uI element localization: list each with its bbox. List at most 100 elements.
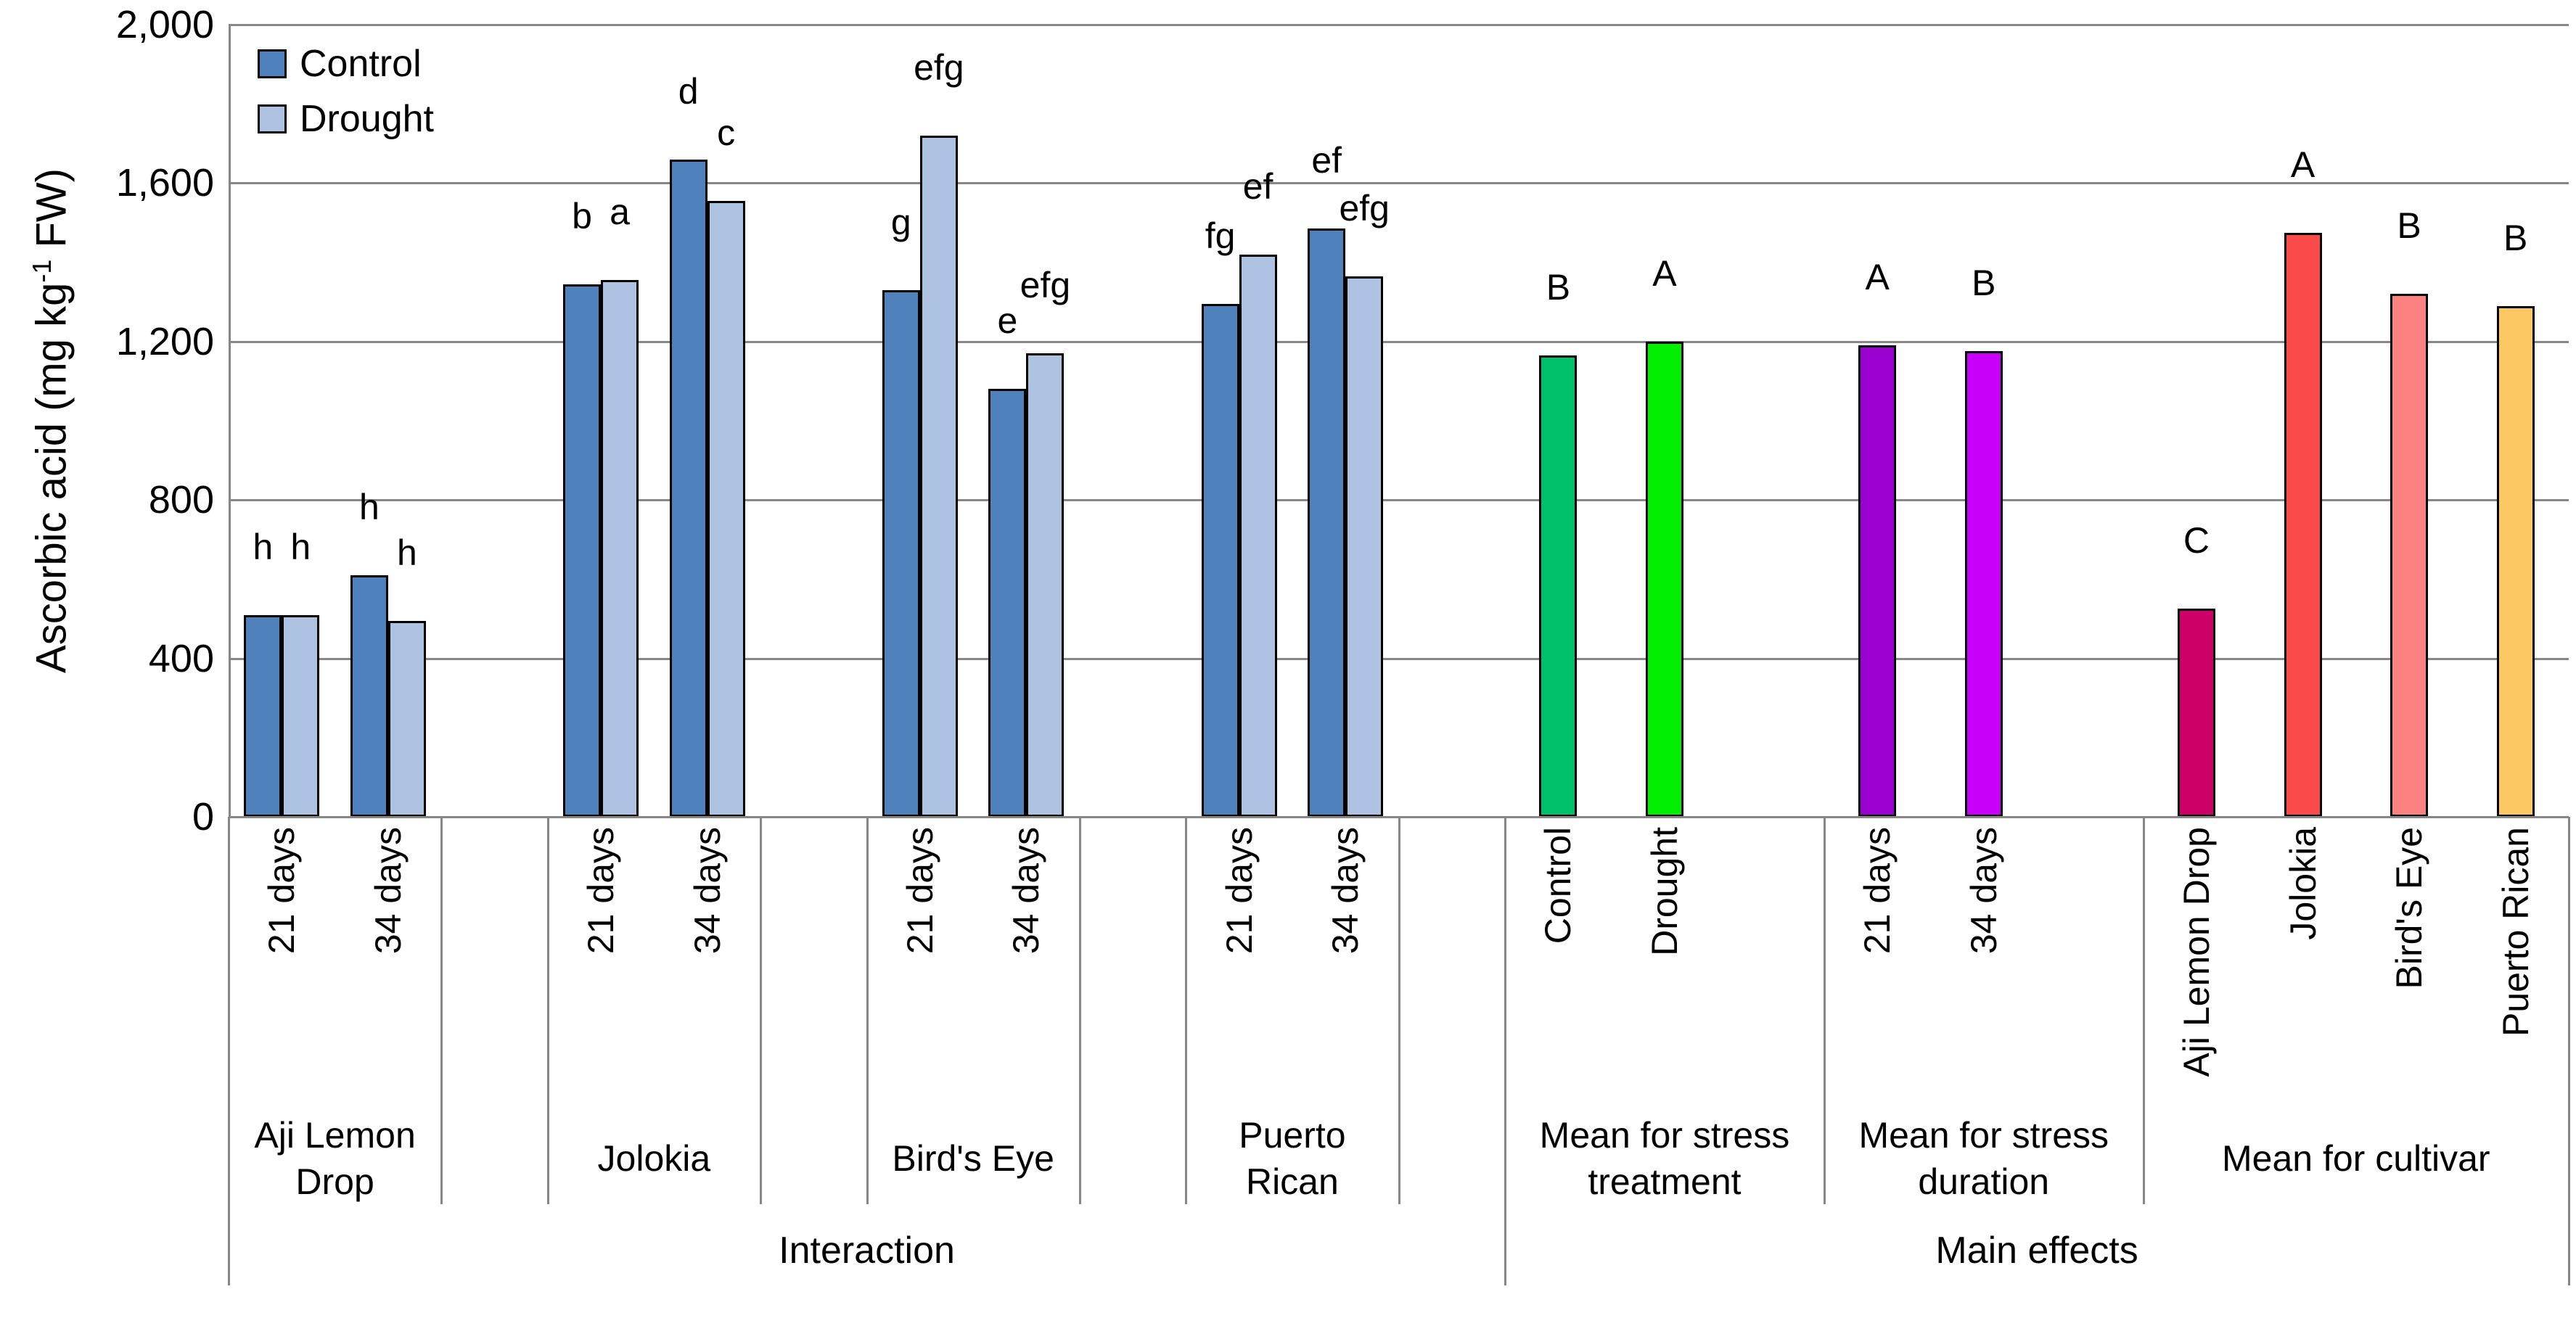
y-tick-label: 800 bbox=[148, 478, 214, 522]
x-category-label-21-days: 21 days bbox=[1218, 827, 1260, 955]
sig-letter-g: g bbox=[890, 201, 911, 242]
bar-puerto-rican-34-days-control bbox=[1308, 229, 1346, 817]
sig-letter-a: A bbox=[1865, 257, 1890, 298]
x-category-label-jolokia: Jolokia bbox=[2282, 827, 2323, 940]
sig-letter-efg: efg bbox=[1020, 265, 1071, 306]
y-tick-label: 1,600 bbox=[115, 161, 214, 205]
gridline-800 bbox=[229, 499, 2569, 502]
y-tick-label: 400 bbox=[148, 636, 214, 680]
sig-letter-c: c bbox=[717, 112, 736, 153]
category-separator bbox=[1078, 817, 1081, 1204]
section-separator bbox=[1504, 817, 1507, 1285]
sig-letter-a: a bbox=[610, 192, 630, 233]
x-group-label-jolokia: Jolokia bbox=[597, 1138, 711, 1179]
x-category-label-34-days: 34 days bbox=[1325, 827, 1366, 955]
sig-letter-b: B bbox=[1972, 263, 1996, 304]
x-category-label-34-days: 34 days bbox=[1006, 827, 1047, 955]
bar-puerto-rican-34-days-drought bbox=[1345, 276, 1384, 817]
bar-jolokia-34-days-drought bbox=[707, 200, 745, 817]
bar-mean-for-cultivar-aji-lemon-drop bbox=[2177, 609, 2215, 817]
bar-aji-lemon-drop-34-days-drought bbox=[387, 620, 426, 817]
y-tick-label: 2,000 bbox=[115, 3, 214, 46]
bar-jolokia-21-days-drought bbox=[601, 280, 639, 817]
y-axis-title: Ascorbic acid (mg kg-1 FW) bbox=[16, 0, 75, 856]
x-category-label-drought: Drought bbox=[1644, 827, 1685, 956]
sig-letter-h: h bbox=[396, 532, 417, 573]
x-group-label-bird-s-eye: Bird's Eye bbox=[892, 1138, 1054, 1179]
x-category-label-21-days: 21 days bbox=[1857, 827, 1898, 955]
x-category-label-34-days: 34 days bbox=[686, 827, 728, 955]
bar-mean-for-cultivar-jolokia bbox=[2284, 232, 2322, 817]
section-separator bbox=[228, 817, 230, 1285]
section-separator bbox=[2568, 817, 2570, 1285]
sig-letter-h: h bbox=[253, 526, 274, 567]
y-axis-title-superscript: -1 bbox=[27, 259, 57, 283]
bar-bird-s-eye-21-days-drought bbox=[919, 135, 958, 817]
category-separator bbox=[1823, 817, 1826, 1204]
category-separator bbox=[440, 817, 443, 1204]
bar-mean-for-stress-treatment-control bbox=[1539, 355, 1578, 817]
bar-puerto-rican-21-days-drought bbox=[1239, 254, 1277, 817]
x-category-label-21-days: 21 days bbox=[261, 827, 303, 955]
y-axis-line bbox=[229, 25, 231, 817]
sig-letter-c: C bbox=[2183, 520, 2210, 561]
gridline-1-200 bbox=[229, 340, 2569, 343]
x-axis-line bbox=[229, 816, 2569, 818]
bar-jolokia-21-days-control bbox=[563, 284, 602, 817]
sig-letter-b: B bbox=[2397, 205, 2421, 247]
category-separator bbox=[1398, 817, 1400, 1204]
gridline-1-600 bbox=[229, 182, 2569, 185]
sig-letter-e: e bbox=[997, 300, 1018, 342]
category-separator bbox=[1185, 817, 1188, 1204]
x-group-label-mean-for-stress-treatment: Mean for stress treatment bbox=[1539, 1115, 1790, 1202]
drought-swatch-icon bbox=[258, 104, 287, 133]
legend-item-drought: Drought bbox=[258, 100, 434, 138]
bar-mean-for-cultivar-bird-s-eye bbox=[2390, 294, 2429, 817]
bar-bird-s-eye-21-days-control bbox=[882, 289, 920, 817]
bar-bird-s-eye-34-days-drought bbox=[1026, 353, 1065, 817]
x-group-label-mean-for-cultivar: Mean for cultivar bbox=[2222, 1138, 2490, 1179]
gridline-400 bbox=[229, 657, 2569, 660]
sig-letter-efg: efg bbox=[1339, 187, 1390, 229]
bar-mean-for-stress-duration-21-days bbox=[1858, 345, 1897, 817]
sig-letter-a: A bbox=[1652, 252, 1677, 294]
bar-mean-for-stress-duration-34-days bbox=[1964, 351, 2003, 817]
bar-aji-lemon-drop-21-days-control bbox=[244, 614, 282, 817]
control-swatch-icon bbox=[258, 49, 287, 78]
category-separator bbox=[759, 817, 762, 1204]
x-category-label-aji-lemon-drop: Aji Lemon Drop bbox=[2175, 827, 2217, 1077]
sig-letter-fg: fg bbox=[1205, 215, 1236, 256]
sig-letter-b: B bbox=[2503, 217, 2528, 258]
legend-label-control: Control bbox=[300, 43, 422, 85]
x-category-label-bird-s-eye: Bird's Eye bbox=[2389, 827, 2430, 989]
sig-letter-a: A bbox=[2290, 144, 2315, 185]
sig-letter-b: B bbox=[1546, 266, 1571, 308]
category-separator bbox=[546, 817, 549, 1204]
chart-legend: Control Drought bbox=[258, 45, 434, 138]
bar-jolokia-34-days-control bbox=[669, 159, 707, 817]
y-tick-label: 1,200 bbox=[115, 319, 214, 363]
x-category-label-puerto-rican: Puerto Rican bbox=[2495, 827, 2536, 1037]
x-category-label-21-days: 21 days bbox=[899, 827, 940, 955]
legend-label-drought: Drought bbox=[300, 98, 434, 140]
x-group-label-aji-lemon-drop: Aji Lemon Drop bbox=[254, 1115, 416, 1202]
sig-letter-ef: ef bbox=[1311, 140, 1342, 181]
x-category-label-21-days: 21 days bbox=[581, 827, 622, 955]
x-section-label-main-effects: Main effects bbox=[1935, 1230, 2138, 1272]
bar-puerto-rican-21-days-control bbox=[1201, 303, 1239, 817]
x-category-label-34-days: 34 days bbox=[367, 827, 409, 955]
category-separator bbox=[2142, 817, 2145, 1204]
legend-item-control: Control bbox=[258, 45, 434, 83]
gridline-2-000 bbox=[229, 24, 2569, 26]
x-section-label-interaction: Interaction bbox=[779, 1230, 955, 1272]
x-category-label-control: Control bbox=[1538, 827, 1579, 944]
sig-letter-efg: efg bbox=[914, 46, 964, 88]
bar-mean-for-cultivar-puerto-rican bbox=[2496, 305, 2535, 817]
sig-letter-h: h bbox=[290, 526, 311, 567]
x-group-label-puerto-rican: Puerto Rican bbox=[1239, 1115, 1346, 1202]
sig-letter-ef: ef bbox=[1242, 165, 1273, 207]
bar-aji-lemon-drop-34-days-control bbox=[350, 575, 388, 817]
bar-mean-for-stress-treatment-drought bbox=[1645, 341, 1683, 817]
x-category-label-34-days: 34 days bbox=[1963, 827, 2004, 955]
